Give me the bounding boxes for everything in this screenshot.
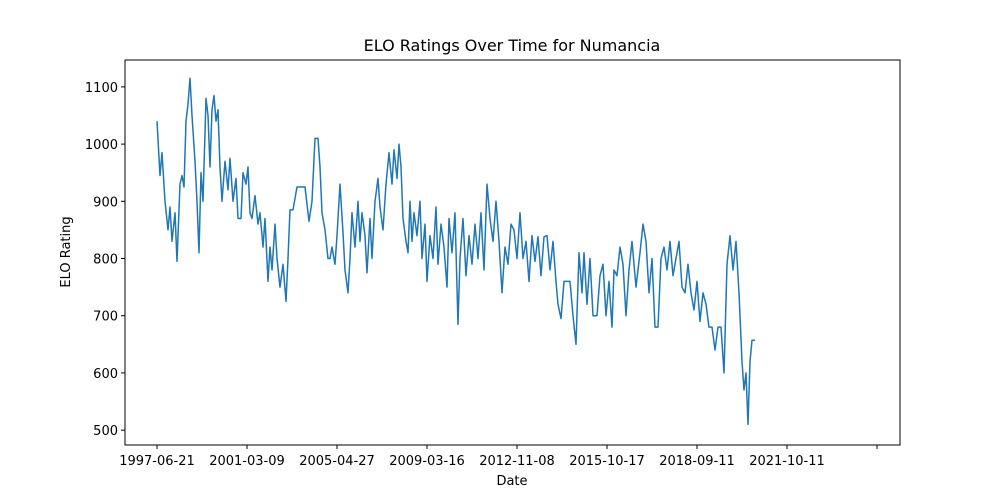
x-tick-label: 2021-10-11	[749, 454, 825, 469]
y-tick-label: 600	[93, 367, 118, 382]
line-series	[156, 77, 755, 426]
y-tick-label: 1100	[85, 81, 118, 96]
x-axis-label: Date	[496, 474, 527, 489]
plot-frame	[124, 59, 901, 446]
x-tick-label: 2009-03-16	[389, 454, 465, 469]
chart-title: ELO Ratings Over Time for Numancia	[364, 36, 661, 55]
x-tick-label: 2012-11-08	[479, 454, 555, 469]
x-tick-label: 2001-03-09	[209, 454, 285, 469]
y-tick-label: 1000	[85, 138, 118, 153]
x-tick-label: 1997-06-21	[119, 454, 195, 469]
y-axis-label: ELO Rating	[59, 216, 74, 287]
y-tick-label: 500	[93, 424, 118, 439]
y-tick-label: 800	[93, 253, 118, 268]
x-tick-label: 2015-10-17	[569, 454, 645, 469]
x-tick-label: 2005-04-27	[299, 454, 375, 469]
x-tick-label: 2018-09-11	[659, 454, 735, 469]
y-tick-label: 700	[93, 310, 118, 325]
y-tick-label: 900	[93, 195, 118, 210]
